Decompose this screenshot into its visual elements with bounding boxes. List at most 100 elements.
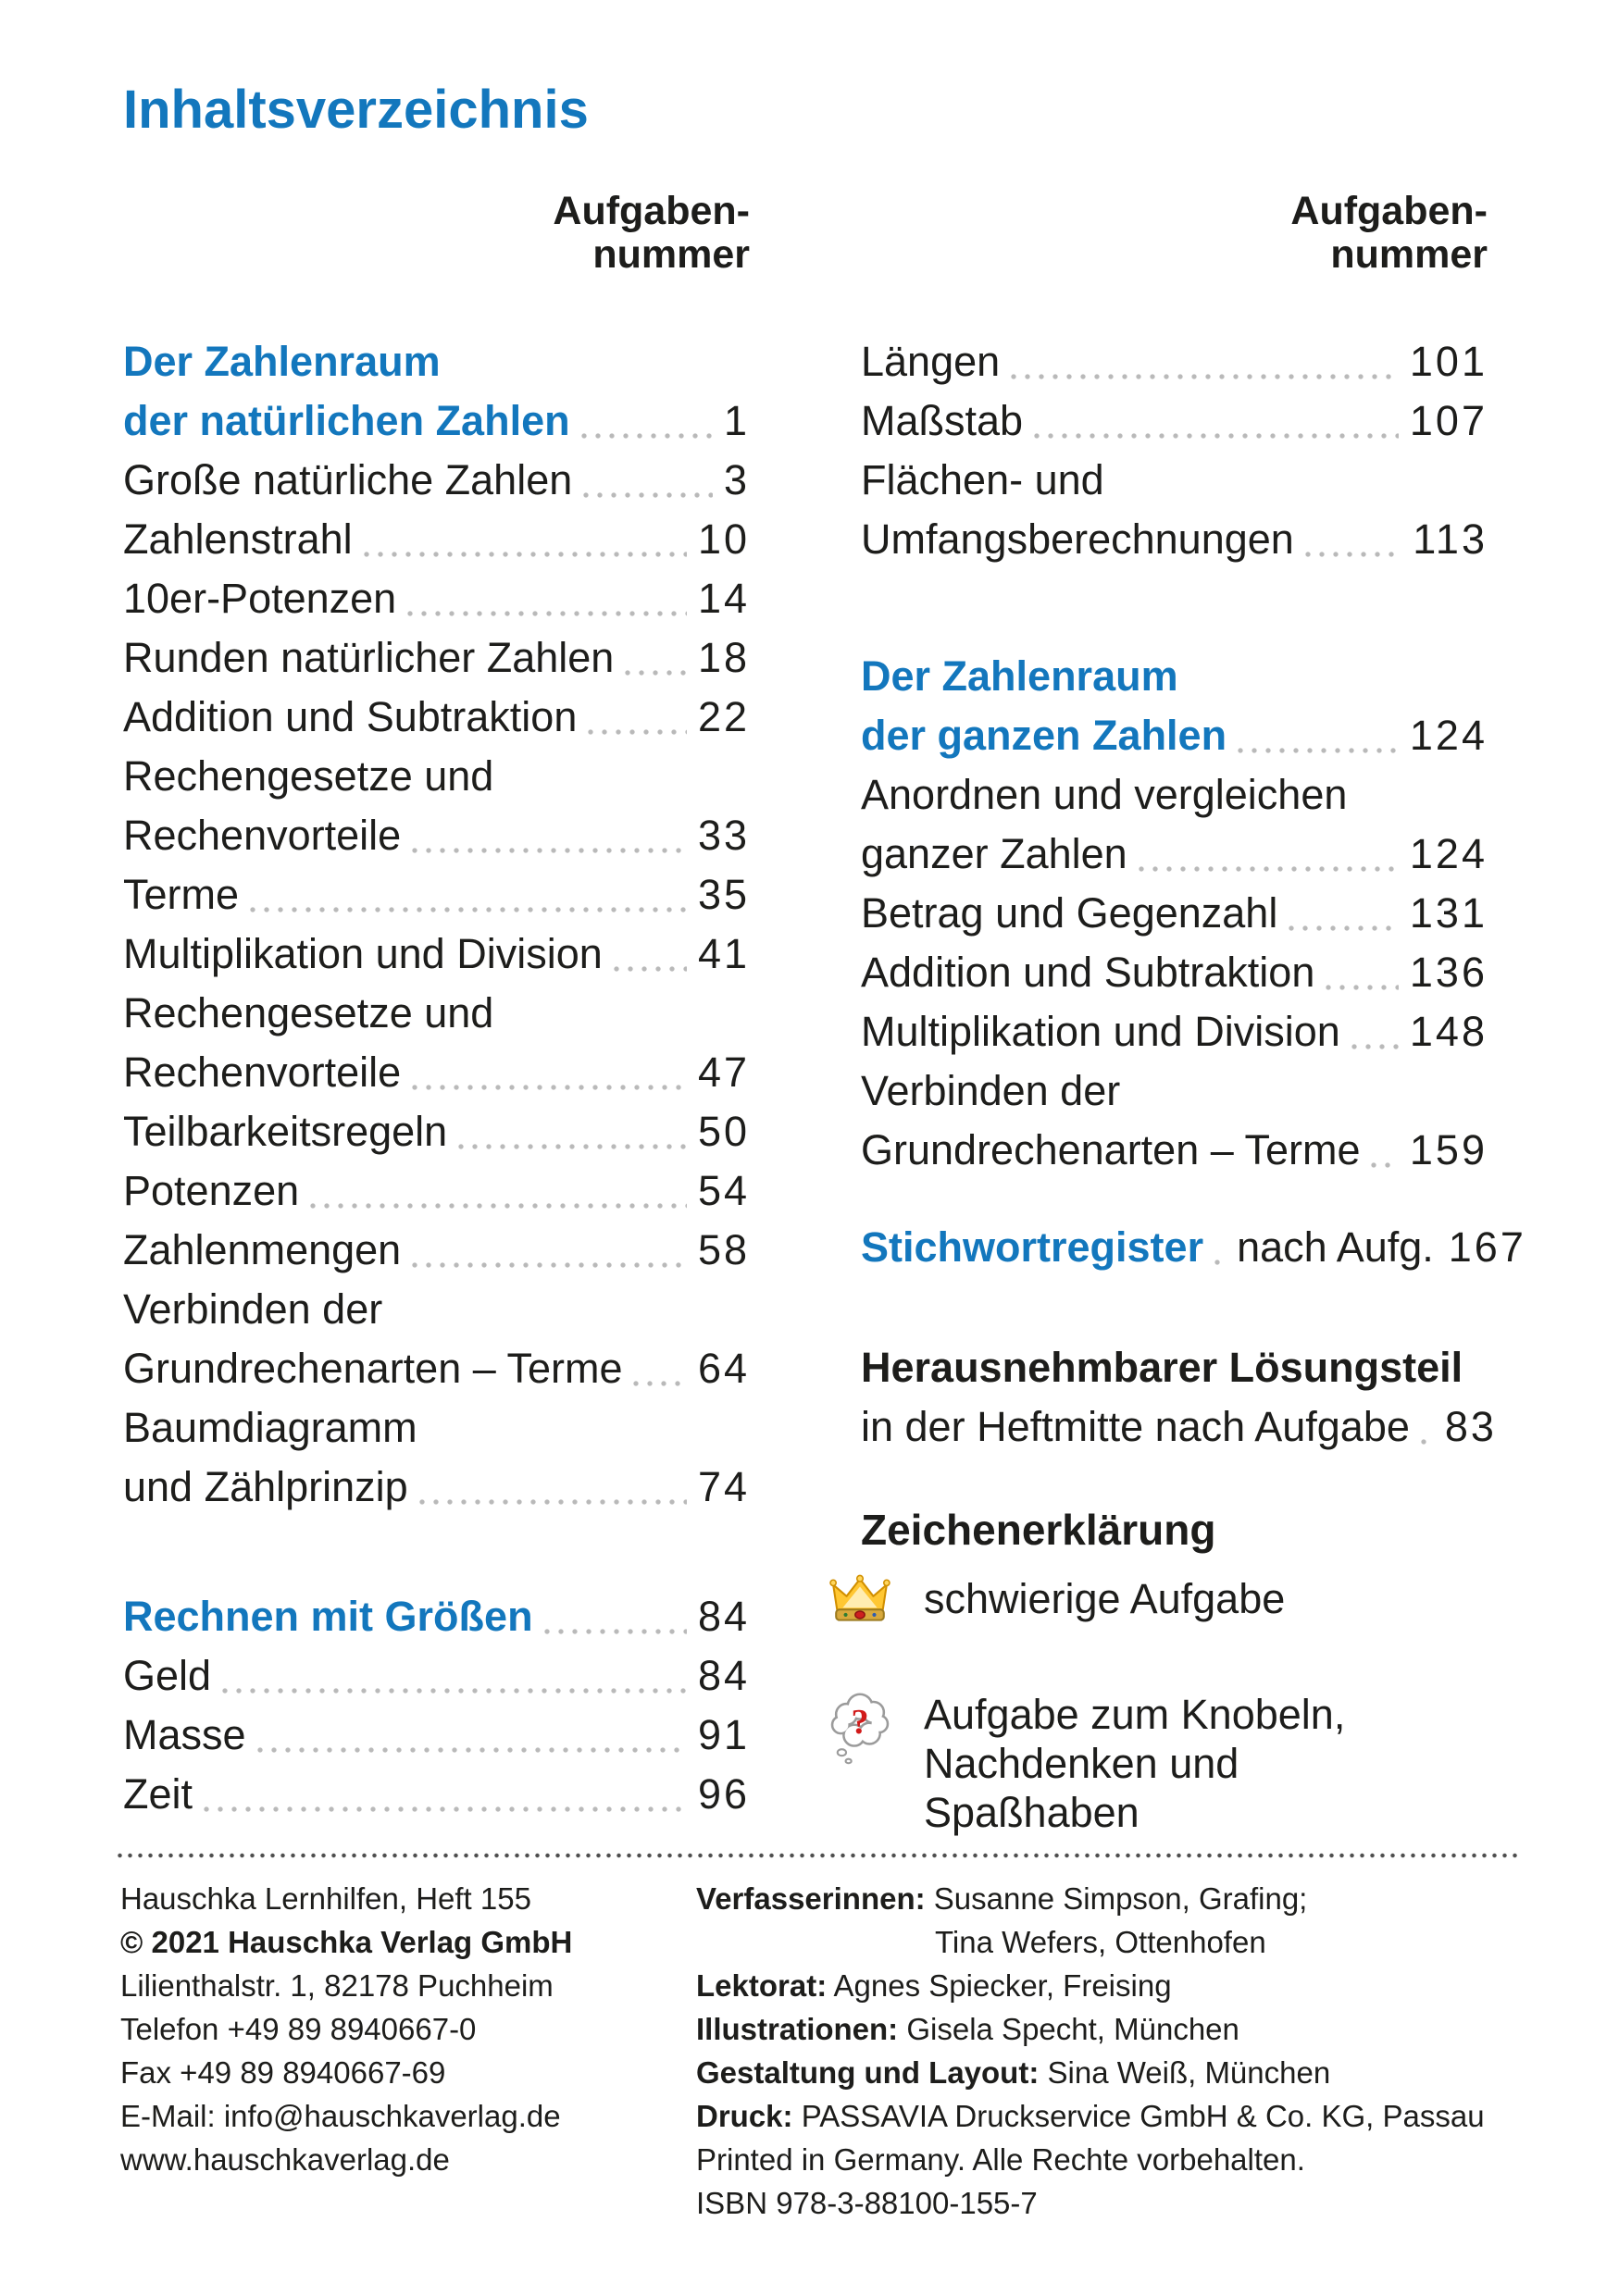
toc-entry-number: 101	[1409, 338, 1488, 385]
toc-entry-number: 148	[1409, 1008, 1488, 1055]
toc-entry-label: Der Zahlenraum	[861, 652, 1178, 700]
toc-entry-label: Baumdiagramm	[123, 1404, 417, 1451]
toc-group: Der Zahlenraum der natürlichen Zahlen 1 Gro…	[123, 332, 750, 1517]
toc-entry-row: Addition und Subtraktion 136	[861, 943, 1488, 1002]
toc-entry-row: Geld 84	[123, 1646, 750, 1706]
toc-entry-label: Multiplikation und Division	[861, 1008, 1340, 1055]
toc-entry-row: Masse 91	[123, 1706, 750, 1765]
page-title: Inhaltsverzeichnis	[123, 80, 589, 140]
toc-entry: Masse 91	[123, 1706, 750, 1765]
toc-entry-label: 10er-Potenzen	[123, 575, 397, 622]
toc-entry-number: 91	[697, 1711, 750, 1758]
toc-entry-label: Maßstab	[861, 397, 1024, 444]
toc-entry-number: 74	[697, 1463, 750, 1510]
toc-entry: Multiplikation und Division 148	[861, 1002, 1488, 1061]
dotted-leader	[613, 966, 687, 972]
toc-entry: Potenzen 54	[123, 1161, 750, 1221]
dotted-leader	[625, 670, 687, 676]
toc-entry-number: 1	[723, 397, 750, 444]
toc-entry: Zahlenmengen 58	[123, 1221, 750, 1280]
toc-entry-label: Addition und Subtraktion	[123, 693, 578, 740]
footer-line-label: Gestaltung und Layout:	[696, 2055, 1040, 2090]
toc-group: Herausnehmbarer Lösungsteil in der Heftmi…	[861, 1338, 1494, 1457]
toc-entry-number: 124	[1409, 712, 1488, 759]
toc-entry: Stichwortregister nach Aufg. 167	[861, 1218, 1524, 1277]
toc-group: Längen 101 Maßstab 107 Flächen- und Umfangsbe…	[861, 332, 1488, 569]
toc-entry-label: Zahlenstrahl	[123, 515, 353, 563]
toc-entry-row: Stichwortregister nach Aufg. 167	[861, 1218, 1524, 1277]
toc-entry-row: und Zählprinzip 74	[123, 1458, 750, 1517]
footer-line: Lektorat: Agnes Spiecker, Freising	[696, 1968, 1172, 2003]
toc-entry-row: der natürlichen Zahlen 1	[123, 391, 750, 451]
footer-credits-block: Verfasserinnen: Susanne Simpson, Grafing…	[696, 1877, 1548, 2225]
toc-entry-label: Der Zahlenraum	[123, 338, 441, 385]
toc-entry-row: Grundrechenarten – Terme 159	[861, 1121, 1488, 1180]
toc-entry-label: Zahlenmengen	[123, 1226, 402, 1273]
toc-entry-row: Zeit 96	[123, 1765, 750, 1824]
toc-entry-row: Umfangsberechnungen 113	[861, 510, 1488, 569]
toc-entry-label: Terme	[123, 871, 240, 918]
dotted-leader	[458, 1144, 687, 1149]
toc-entry-label: Zeit	[123, 1770, 193, 1818]
toc-entry-number: 96	[697, 1770, 750, 1818]
toc-entry-number: 107	[1409, 397, 1488, 444]
footer-line: Telefon +49 89 8940667-0	[120, 2012, 477, 2046]
column-header-line1: Aufgaben-	[1290, 189, 1488, 233]
toc-entry-label: Rechenvorteile	[123, 812, 402, 859]
toc-entry: Rechengesetze und Rechenvorteile 47	[123, 984, 750, 1102]
dotted-leader	[1351, 1044, 1399, 1049]
toc-entry-row: 10er-Potenzen 14	[123, 569, 750, 628]
toc-entry-label: der natürlichen Zahlen	[123, 397, 570, 444]
toc-entry-label: Multiplikation und Division	[123, 930, 603, 977]
toc-entry-label: Rechengesetze und	[123, 989, 494, 1036]
dotted-leader	[412, 1085, 687, 1090]
toc-entry-row: Multiplikation und Division 41	[123, 925, 750, 984]
toc-entry: Längen 101	[861, 332, 1488, 391]
column-header-left: Aufgaben- nummer	[123, 190, 750, 277]
toc-entry-row: Zahlenmengen 58	[123, 1221, 750, 1280]
toc-column-left: Aufgaben- nummer Der Zahlenraum der natür…	[123, 190, 750, 1824]
toc-entry-row: Längen 101	[861, 332, 1488, 391]
footer-line: Tina Wefers, Ottenhofen	[935, 1925, 1266, 1959]
toc-entry-label: Masse	[123, 1711, 246, 1758]
legend-line: Aufgabe zum Knobeln,	[924, 1691, 1346, 1738]
toc-entry-number: 84	[697, 1593, 750, 1640]
toc-entry-number: 47	[697, 1049, 750, 1096]
toc-entry-row: Teilbarkeitsregeln 50	[123, 1102, 750, 1161]
toc-entry-row: Zahlenstrahl 10	[123, 510, 750, 569]
dotted-leader	[204, 1806, 687, 1812]
column-header-line1: Aufgaben-	[553, 189, 750, 233]
dotted-leader	[583, 492, 713, 498]
legend-section: Zeichenerklärung	[829, 1500, 1488, 1837]
legend-item-text: schwierige Aufgabe	[924, 1569, 1285, 1640]
toc-entry-row: Rechenvorteile 47	[123, 1043, 750, 1102]
dotted-leader	[1011, 374, 1399, 379]
toc-entry: Flächen- und Umfangsberechnungen 113	[861, 451, 1488, 569]
toc-entry-number: 58	[697, 1226, 750, 1273]
dotted-leader	[580, 433, 713, 439]
footer-line: Printed in Germany. Alle Rechte vorbehal…	[696, 2142, 1305, 2177]
toc-entry-label: Flächen- und	[861, 456, 1104, 503]
toc-entry-label: Potenzen	[123, 1167, 300, 1214]
toc-entry-label: Anordnen und vergleichen	[861, 771, 1348, 818]
column-header-line2: nummer	[592, 232, 750, 277]
dotted-leader	[543, 1629, 687, 1634]
toc-group: Rechnen mit Größen 84 Geld 84 Masse 91 Zeit 96	[123, 1587, 750, 1824]
toc-entry-label: Umfangsberechnungen	[861, 515, 1294, 563]
legend-line: Spaßhaben	[924, 1789, 1140, 1836]
toc-entry: Der Zahlenraum der natürlichen Zahlen 1	[123, 332, 750, 451]
toc-entry-label: Rechengesetze und	[123, 752, 494, 800]
dotted-leader	[407, 611, 687, 616]
toc-entry-label: Teilbarkeitsregeln	[123, 1108, 448, 1155]
toc-entry: Anordnen und vergleichen ganzer Zahlen 124	[861, 765, 1488, 884]
toc-entry-number: 131	[1409, 889, 1488, 937]
svg-text:?: ?	[851, 1703, 868, 1742]
toc-entry-number: 124	[1409, 830, 1488, 877]
toc-entry: Multiplikation und Division 41	[123, 925, 750, 984]
dotted-leader	[418, 1499, 687, 1505]
toc-group: Der Zahlenraum der ganzen Zahlen 124 Anordn…	[861, 647, 1488, 1180]
toc-entry-number: 35	[697, 871, 750, 918]
toc-entry-label: Addition und Subtraktion	[861, 949, 1315, 996]
toc-entry-row: der ganzen Zahlen 124	[861, 706, 1488, 765]
toc-entry-label: Verbinden der	[861, 1067, 1121, 1114]
